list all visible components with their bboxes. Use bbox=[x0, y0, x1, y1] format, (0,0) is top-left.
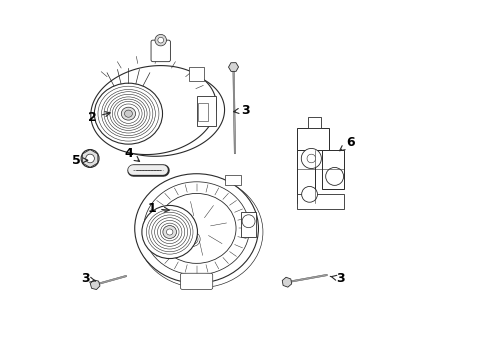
Ellipse shape bbox=[95, 83, 163, 144]
Text: 3: 3 bbox=[330, 272, 344, 285]
Ellipse shape bbox=[157, 193, 236, 264]
FancyBboxPatch shape bbox=[322, 149, 343, 189]
Ellipse shape bbox=[122, 107, 136, 120]
FancyBboxPatch shape bbox=[308, 117, 321, 128]
Circle shape bbox=[158, 37, 164, 43]
Ellipse shape bbox=[135, 174, 258, 283]
FancyBboxPatch shape bbox=[190, 67, 204, 81]
Ellipse shape bbox=[163, 226, 176, 238]
FancyBboxPatch shape bbox=[151, 40, 171, 62]
Text: 2: 2 bbox=[88, 111, 110, 124]
Ellipse shape bbox=[167, 229, 173, 235]
Text: 4: 4 bbox=[124, 147, 140, 161]
Ellipse shape bbox=[142, 206, 197, 258]
Text: 3: 3 bbox=[234, 104, 249, 117]
FancyBboxPatch shape bbox=[198, 103, 208, 121]
FancyBboxPatch shape bbox=[297, 128, 329, 149]
FancyBboxPatch shape bbox=[297, 194, 343, 209]
Polygon shape bbox=[91, 66, 216, 154]
Circle shape bbox=[307, 154, 316, 163]
Circle shape bbox=[81, 149, 99, 167]
Circle shape bbox=[302, 186, 318, 202]
Text: 3: 3 bbox=[81, 272, 96, 285]
Circle shape bbox=[86, 154, 95, 163]
Polygon shape bbox=[282, 277, 292, 287]
Polygon shape bbox=[90, 280, 100, 289]
Text: 6: 6 bbox=[340, 136, 355, 151]
Ellipse shape bbox=[124, 110, 132, 117]
FancyBboxPatch shape bbox=[196, 96, 216, 126]
FancyBboxPatch shape bbox=[297, 149, 315, 203]
FancyBboxPatch shape bbox=[225, 175, 242, 185]
FancyBboxPatch shape bbox=[180, 273, 213, 289]
Circle shape bbox=[326, 167, 343, 185]
Text: 5: 5 bbox=[72, 154, 88, 167]
Polygon shape bbox=[228, 63, 239, 71]
Circle shape bbox=[155, 35, 167, 46]
Text: 1: 1 bbox=[147, 202, 169, 215]
FancyBboxPatch shape bbox=[242, 212, 256, 237]
Polygon shape bbox=[97, 71, 224, 156]
Ellipse shape bbox=[144, 182, 249, 275]
Circle shape bbox=[301, 148, 321, 168]
